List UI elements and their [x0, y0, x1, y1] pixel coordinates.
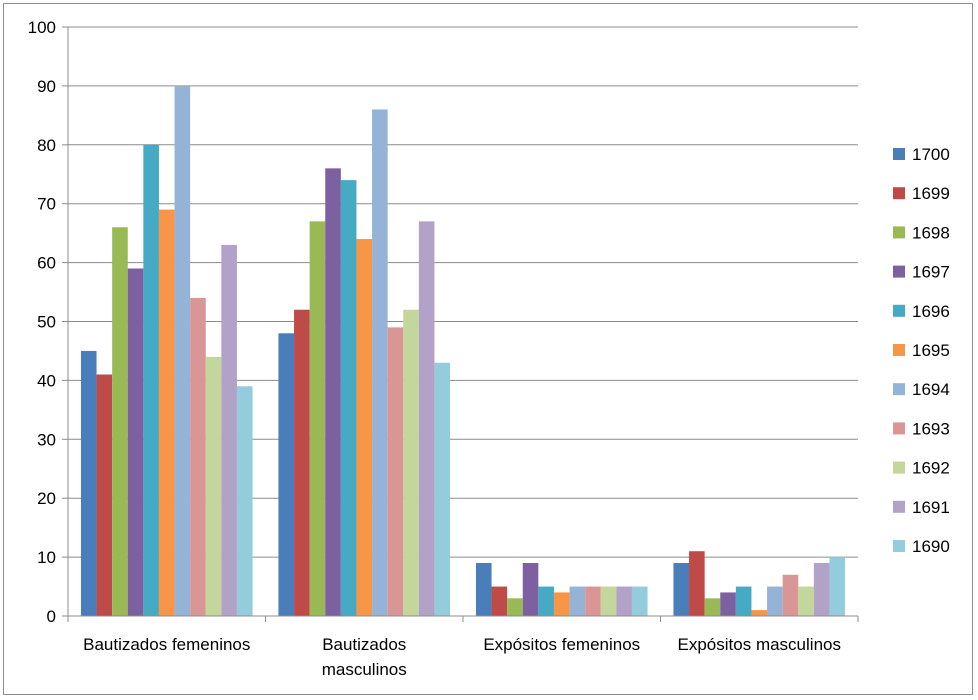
- bar-1695-cat2: [553, 592, 570, 616]
- bar-1693-cat1: [387, 327, 404, 616]
- legend-swatch-1699: [893, 187, 905, 200]
- bar-1692-cat0: [205, 356, 222, 616]
- x-category-label: Expósitos femeninos: [483, 635, 640, 654]
- x-category-label: masculinos: [322, 660, 407, 679]
- bar-1696-cat2: [538, 586, 554, 616]
- bar-1700-cat0: [80, 350, 97, 616]
- bar-1700-cat2: [475, 562, 492, 616]
- legend-label-1690: 1690: [912, 537, 950, 556]
- bar-1693-cat2: [585, 586, 601, 616]
- legend-swatch-1693: [893, 422, 905, 435]
- y-tick-label: 10: [37, 548, 56, 567]
- bar-1695-cat3: [751, 610, 768, 616]
- legend-swatch-1698: [893, 226, 905, 239]
- bar-1694-cat1: [372, 109, 388, 617]
- bar-1698-cat3: [704, 598, 721, 616]
- legend-label-1694: 1694: [912, 380, 950, 399]
- bar-1697-cat1: [325, 168, 341, 617]
- bar-1695-cat0: [158, 209, 175, 616]
- bar-1694-cat2: [569, 586, 586, 616]
- legend-label-1691: 1691: [912, 498, 950, 517]
- legend-swatch-1697: [893, 265, 905, 278]
- bar-1697-cat2: [522, 562, 539, 616]
- bar-1693-cat3: [782, 574, 799, 616]
- y-tick-label: 40: [37, 371, 56, 390]
- y-tick-label: 30: [37, 430, 56, 449]
- bar-1696-cat3: [735, 586, 752, 616]
- bar-1697-cat3: [720, 592, 736, 616]
- legend-label-1700: 1700: [912, 145, 950, 164]
- y-tick-label: 100: [28, 18, 56, 37]
- legend-swatch-1691: [893, 500, 905, 513]
- y-tick-label: 90: [37, 77, 56, 96]
- y-tick-label: 50: [37, 313, 56, 332]
- bar-1690-cat2: [631, 586, 648, 616]
- y-tick-label: 20: [37, 489, 56, 508]
- bar-1692-cat1: [403, 309, 419, 616]
- bar-1700-cat3: [673, 562, 690, 616]
- legend-swatch-1692: [893, 461, 905, 474]
- bars: [80, 85, 846, 617]
- legend-swatch-1700: [893, 148, 905, 160]
- bar-1692-cat2: [600, 586, 617, 616]
- bar-1691-cat0: [221, 244, 237, 616]
- legend-swatch-1695: [893, 344, 905, 356]
- bar-1690-cat0: [236, 386, 253, 616]
- y-tick-label: 70: [37, 195, 56, 214]
- y-axis-ticks: 0 10 20 30 40 50 60 70 80 90 100: [28, 18, 68, 626]
- bar-1691-cat2: [616, 586, 632, 616]
- x-category-label: Bautizados femeninos: [83, 635, 250, 654]
- bar-1697-cat0: [127, 268, 144, 616]
- bar-1698-cat0: [112, 227, 128, 616]
- bar-1690-cat1: [434, 362, 451, 616]
- bar-1698-cat2: [507, 598, 523, 616]
- bar-1699-cat3: [689, 551, 705, 616]
- legend-label-1693: 1693: [912, 419, 950, 438]
- bar-1699-cat0: [96, 374, 113, 616]
- legend-swatch-1696: [893, 304, 905, 317]
- legend-swatch-1690: [893, 540, 905, 552]
- x-category-label: Bautizados: [322, 635, 406, 654]
- bar-1690-cat3: [829, 557, 846, 616]
- bar-1698-cat1: [309, 221, 326, 616]
- legend-label-1696: 1696: [912, 302, 950, 321]
- legend-label-1699: 1699: [912, 184, 950, 203]
- legend-label-1695: 1695: [912, 341, 950, 360]
- y-tick-label: 0: [47, 607, 56, 626]
- legend-label-1692: 1692: [912, 459, 950, 478]
- bar-1699-cat1: [294, 309, 310, 616]
- bar-1691-cat1: [418, 221, 435, 616]
- y-tick-label: 60: [37, 254, 56, 273]
- x-category-label: Expósitos masculinos: [678, 635, 841, 654]
- legend: 1700 1699 1698 1697 1696 1695 1694 1693 1692 1691…: [893, 145, 950, 556]
- bar-1694-cat3: [767, 586, 783, 616]
- legend-swatch-1694: [893, 383, 905, 396]
- y-tick-label: 80: [37, 136, 56, 155]
- bar-1692-cat3: [798, 586, 814, 616]
- bar-1693-cat0: [190, 297, 206, 616]
- bar-1696-cat1: [340, 180, 357, 616]
- bar-1695-cat1: [356, 239, 373, 617]
- bar-1696-cat0: [143, 144, 159, 617]
- legend-label-1697: 1697: [912, 263, 950, 282]
- bar-1700-cat1: [278, 333, 295, 616]
- x-axis-categories: Bautizados femeninos Bautizados masculinos…: [67, 616, 859, 679]
- bar-1699-cat2: [491, 586, 508, 616]
- bar-1691-cat3: [813, 562, 830, 616]
- bar-1694-cat0: [174, 85, 191, 616]
- legend-label-1698: 1698: [912, 223, 950, 242]
